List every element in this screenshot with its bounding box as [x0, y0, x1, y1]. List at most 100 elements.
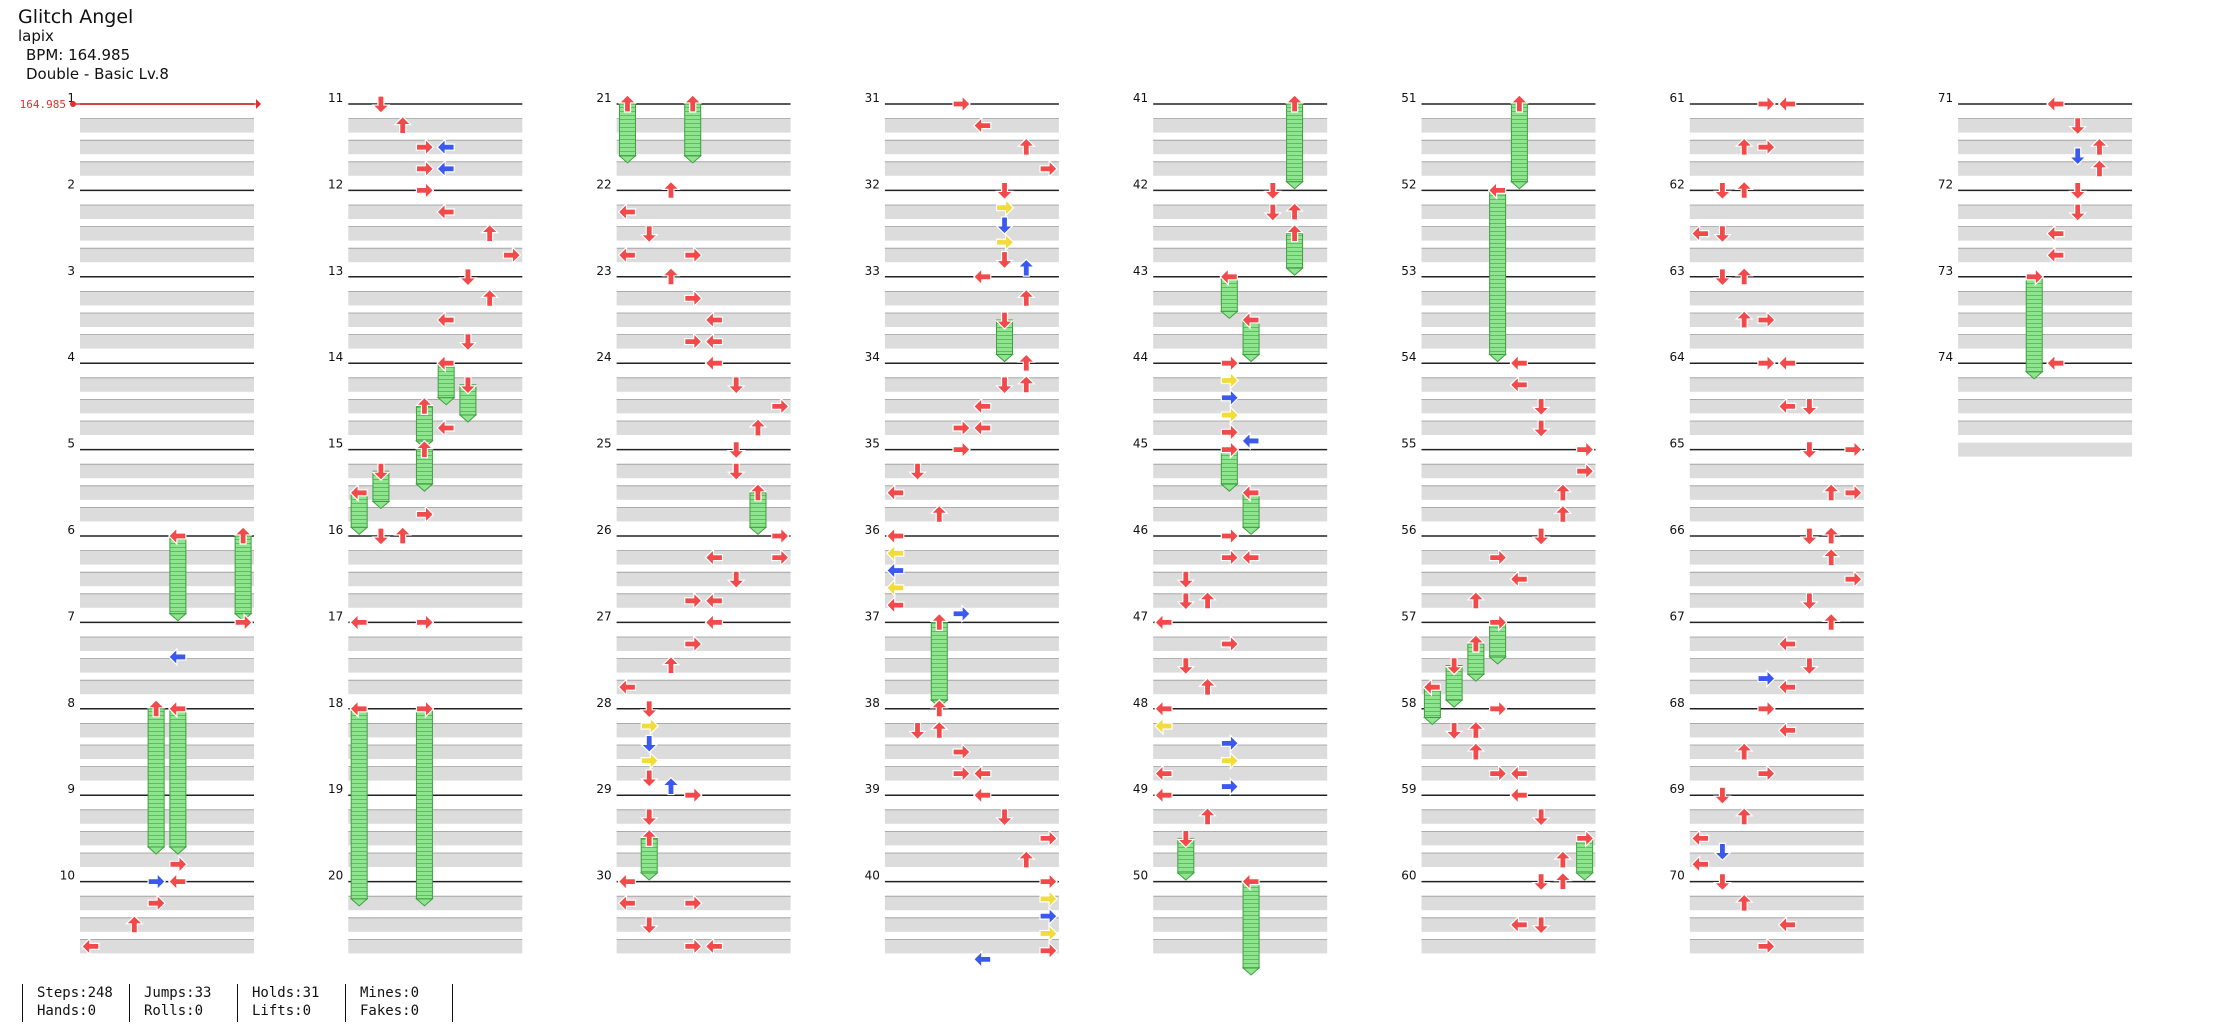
beat-band — [884, 421, 1059, 435]
beat-band — [616, 140, 791, 155]
arrow-shape — [1757, 137, 1776, 157]
blue-right-arrow — [1039, 906, 1058, 926]
arrow-shape — [617, 893, 637, 913]
hold-tail — [1176, 872, 1196, 881]
red-down-arrow — [995, 376, 1014, 395]
arrow-shape — [1220, 388, 1240, 408]
arrow-shape — [1734, 180, 1754, 199]
arrow-shape — [704, 612, 724, 632]
arrow-shape — [1777, 396, 1797, 416]
red-right-arrow — [1757, 137, 1776, 157]
hold-tail — [146, 846, 166, 855]
red-left-arrow — [972, 116, 992, 136]
red-up-arrow — [146, 698, 166, 718]
red-left-arrow — [1219, 267, 1238, 287]
arrow-shape — [1016, 850, 1036, 869]
stats-mines-fakes: Mines:0 Fakes:0 — [345, 984, 453, 1022]
red-right-arrow — [234, 612, 253, 632]
red-left-arrow — [436, 418, 455, 438]
arrow-shape — [640, 716, 660, 736]
hold-body — [415, 708, 433, 900]
red-left-arrow — [436, 310, 455, 330]
arrow-shape — [771, 526, 790, 546]
stat-mines: Mines:0 — [360, 985, 420, 1001]
arrow-shape — [1241, 431, 1260, 451]
beat-band — [1421, 205, 1596, 219]
arrow-shape — [1220, 634, 1240, 654]
yellow-left-arrow — [885, 543, 905, 563]
arrow-shape — [1444, 721, 1464, 741]
hold-body — [1286, 103, 1304, 183]
beat-band — [348, 399, 523, 414]
arrow-shape — [436, 310, 455, 330]
yellow-left-arrow — [885, 578, 905, 598]
arrow-shape — [1016, 137, 1036, 156]
red-left-arrow — [1509, 569, 1528, 589]
red-up-arrow — [1734, 310, 1754, 329]
red-right-arrow — [1576, 440, 1595, 460]
beat-band — [348, 507, 523, 522]
arrow-shape — [1198, 806, 1218, 826]
measure-number: 24 — [596, 350, 611, 364]
arrow-shape — [683, 94, 703, 113]
red-up-arrow — [1198, 677, 1218, 696]
red-down-arrow — [1531, 419, 1551, 438]
hold-body — [1220, 276, 1238, 312]
beat-band — [348, 572, 523, 587]
red-left-arrow — [349, 483, 368, 503]
blue-left-arrow — [436, 137, 455, 157]
arrow-shape — [480, 223, 500, 243]
red-up-arrow — [1466, 742, 1486, 761]
arrow-shape — [1489, 612, 1508, 632]
arrow-shape — [1509, 569, 1528, 589]
arrow-shape — [1241, 872, 1260, 892]
red-down-arrow — [1444, 721, 1464, 741]
hold-tail — [349, 898, 369, 907]
hold-body — [169, 708, 187, 848]
beat-band — [348, 334, 523, 349]
red-down-arrow — [371, 462, 391, 482]
red-down-arrow — [1531, 872, 1551, 892]
beat-band — [616, 572, 791, 587]
arrow-shape — [2046, 94, 2065, 114]
measure-number: 18 — [328, 696, 343, 710]
beat-band — [1153, 637, 1328, 651]
arrow-shape — [1220, 353, 1240, 373]
beat-band — [1689, 205, 1864, 219]
measure-number: 30 — [596, 869, 611, 883]
beat-band — [1421, 421, 1596, 435]
arrow-shape — [1466, 590, 1486, 610]
blue-left-arrow — [972, 949, 992, 969]
arrow-shape — [1176, 656, 1196, 676]
beat-band — [1153, 917, 1328, 932]
arrow-shape — [1176, 570, 1196, 590]
red-down-arrow — [1176, 592, 1196, 611]
measure-number: 53 — [1401, 264, 1416, 278]
red-left-arrow — [1154, 699, 1173, 719]
red-down-arrow — [1176, 570, 1196, 590]
hold-tail — [683, 155, 703, 164]
measure-number: 65 — [1670, 437, 1685, 451]
red-left-arrow — [1690, 224, 1710, 244]
measure-number: 50 — [1133, 869, 1148, 883]
red-left-arrow — [704, 310, 724, 330]
arrow-shape — [1220, 777, 1240, 797]
arrow-shape — [885, 526, 905, 546]
arrow-shape — [371, 95, 391, 114]
arrow-shape — [1799, 656, 1819, 676]
arrow-shape — [393, 526, 413, 545]
red-right-arrow — [1489, 764, 1508, 784]
beat-band — [616, 334, 791, 349]
blue-left-arrow — [168, 647, 187, 667]
hold-tail — [1241, 354, 1261, 363]
arrow-shape — [2068, 116, 2088, 136]
beat-band — [348, 118, 523, 133]
beat-band — [616, 853, 791, 867]
beat-band — [884, 853, 1059, 867]
arrow-shape — [952, 604, 971, 624]
arrow-shape — [1821, 482, 1841, 502]
measure-number: 54 — [1401, 350, 1416, 364]
arrow-shape — [639, 225, 659, 244]
red-down-arrow — [1799, 441, 1819, 460]
red-left-arrow — [617, 245, 637, 265]
